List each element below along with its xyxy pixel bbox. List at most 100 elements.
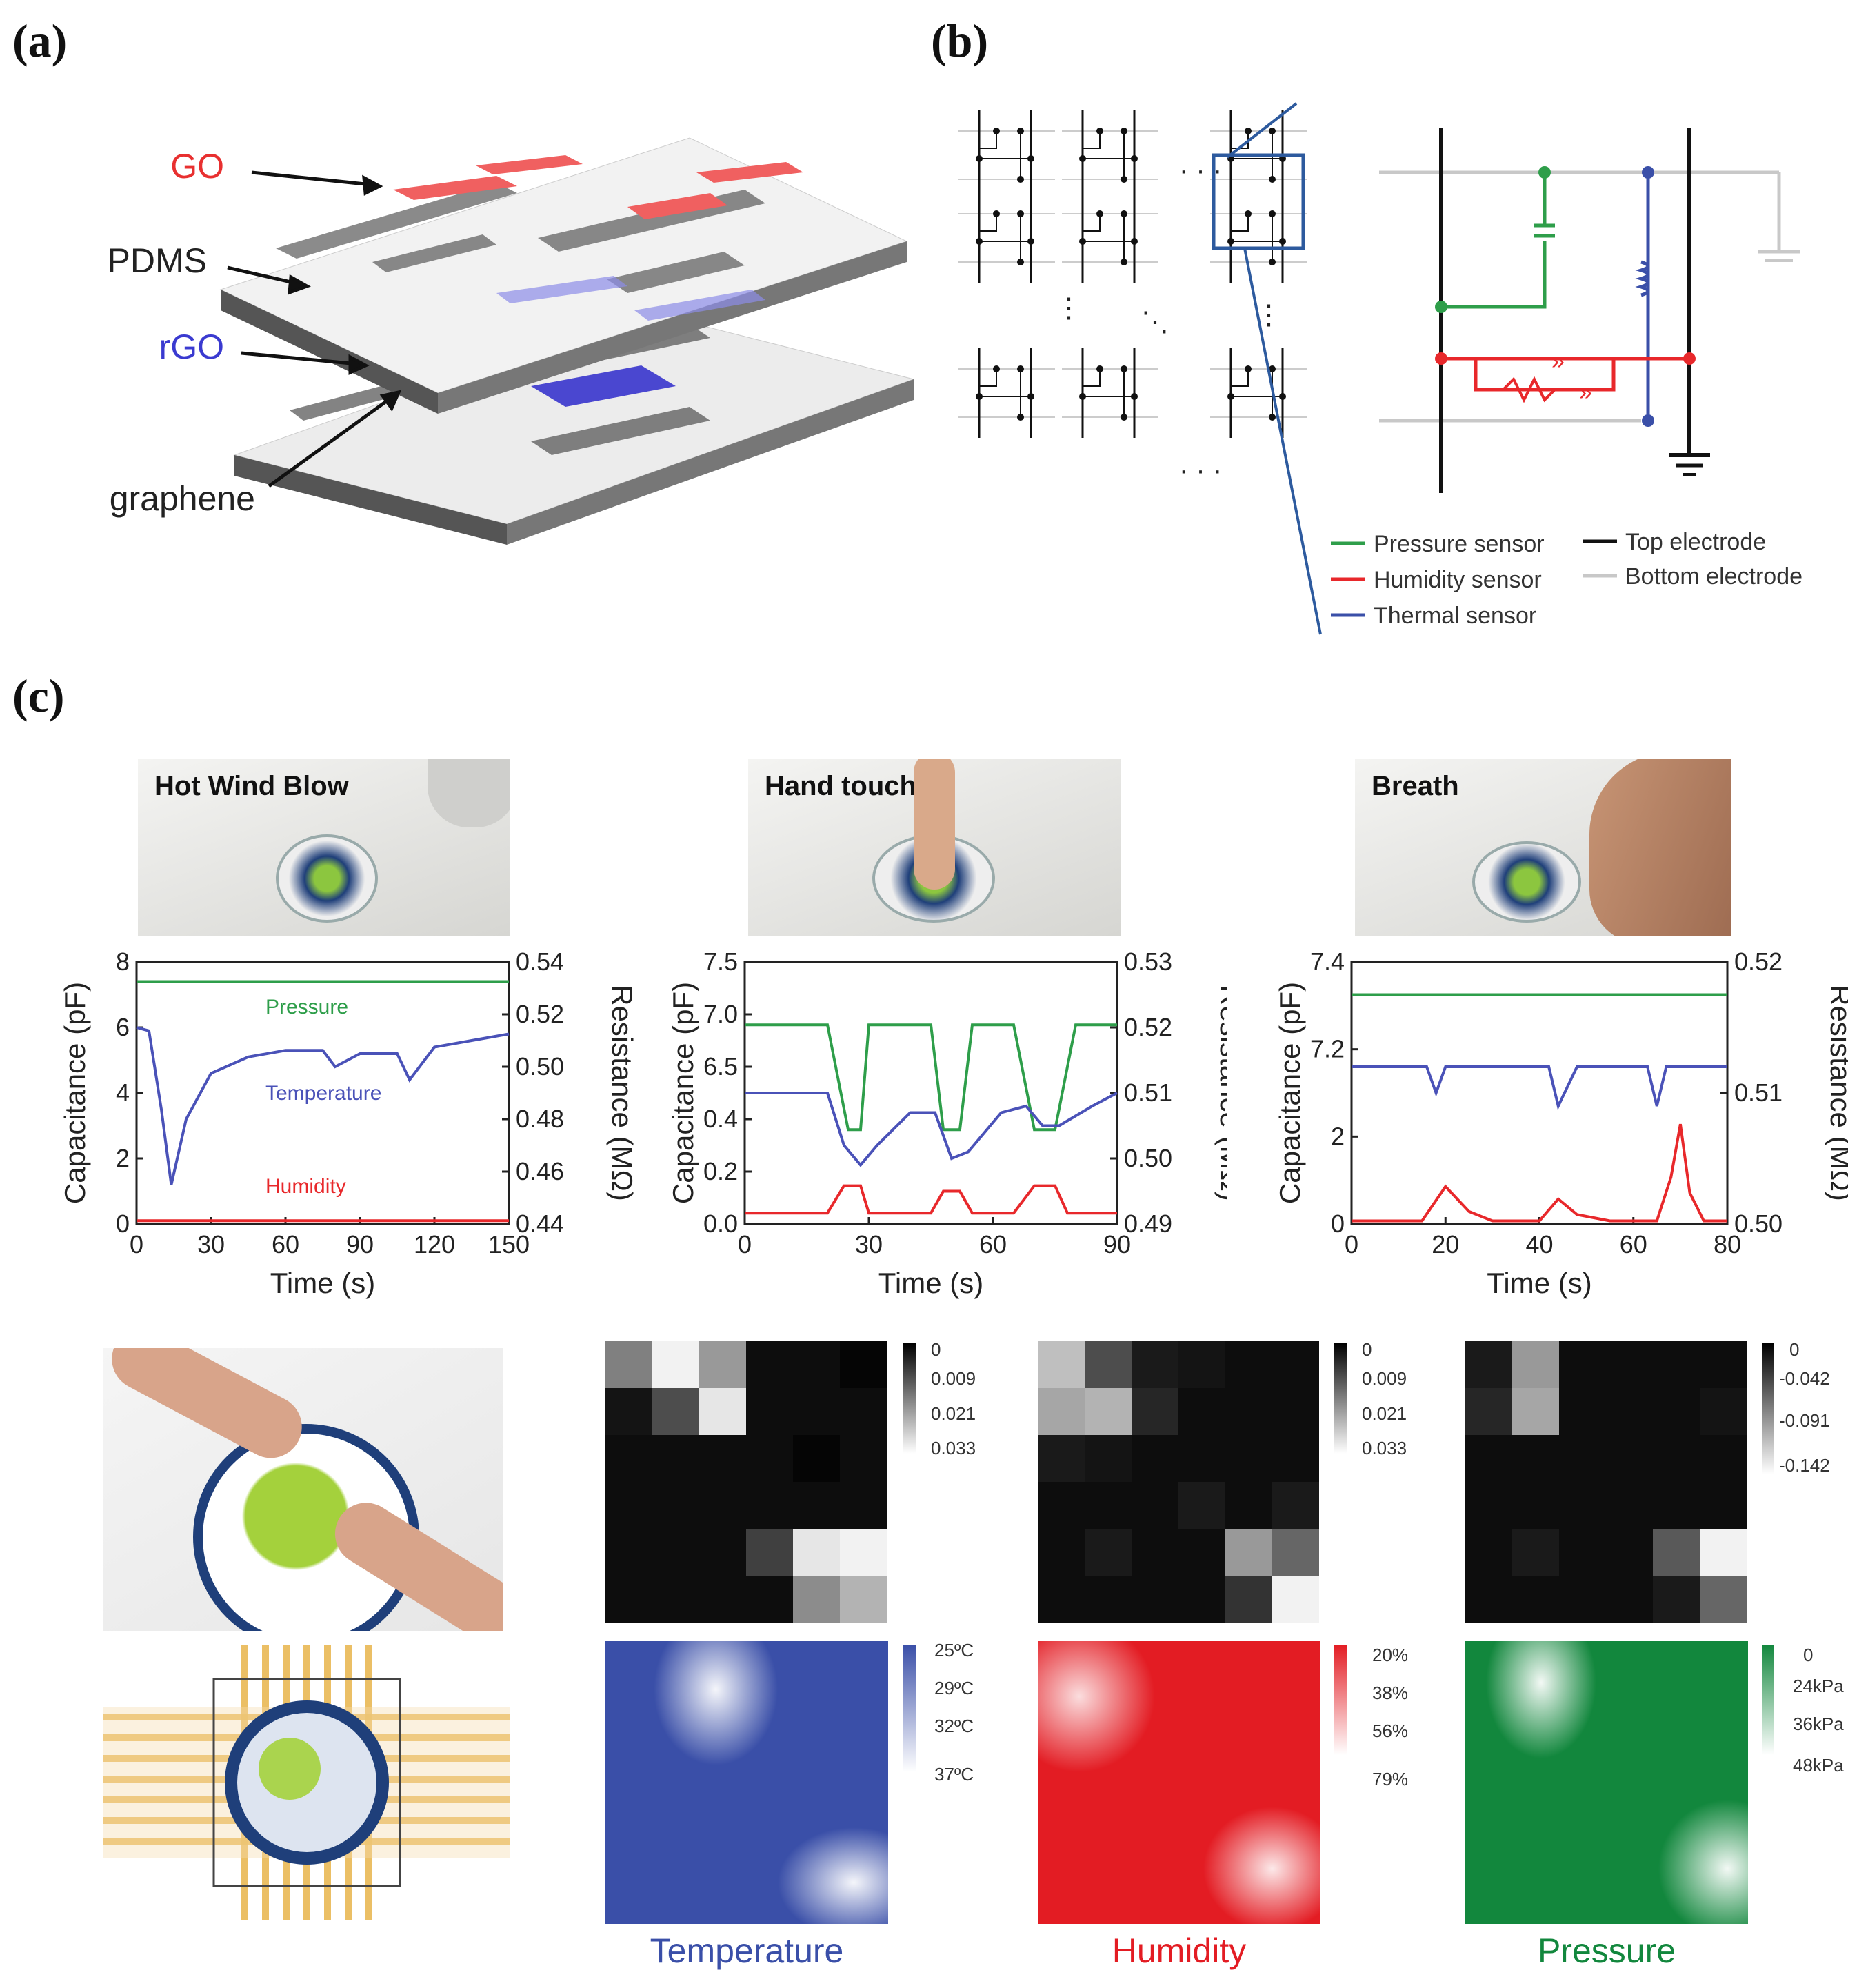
heatmap-cell [1559, 1435, 1606, 1482]
photo-logo-pinch [103, 1348, 503, 1631]
go-blocks [393, 155, 803, 219]
cb-label: 56% [1372, 1720, 1409, 1741]
heatmap-cell [699, 1529, 746, 1576]
heatmap-cell [1512, 1576, 1559, 1623]
cb-label: 0.021 [1362, 1403, 1407, 1424]
y-tick-label: 7.5 [703, 947, 738, 976]
x-tick-label: 60 [272, 1230, 299, 1258]
heatmap-cell [1272, 1341, 1319, 1388]
sensor-cell [958, 193, 1055, 283]
photo-label-touch: Hand touch [765, 771, 916, 801]
heatmap-cell [605, 1341, 652, 1388]
heatmap-cell [699, 1341, 746, 1388]
heatmap-cell [1465, 1529, 1512, 1576]
heatmap-cell [1085, 1435, 1132, 1482]
heatmap-cell [1653, 1388, 1700, 1435]
heatmap-cell [1559, 1341, 1606, 1388]
heatmap-cell [1606, 1576, 1653, 1623]
series-label: Temperature [265, 1082, 381, 1105]
heatmap-cell [1178, 1529, 1225, 1576]
heatmap-cell [1559, 1388, 1606, 1435]
chart-hot-wind: 0 30 60 90 120 150 Time (s) 0 2 4 6 8 0.44 0.46 0.48 0.… [59, 947, 634, 1299]
cb-label: 0 [1789, 1339, 1800, 1360]
heatmap-cell [840, 1529, 887, 1576]
row-ellipsis: · · · [1179, 155, 1222, 185]
heatmap-cell [793, 1482, 840, 1529]
cb-label: 79% [1372, 1769, 1409, 1789]
heatmap-cell [1512, 1388, 1559, 1435]
heatmap-cell [746, 1435, 793, 1482]
panel-label-c: (c) [12, 670, 65, 722]
heatmap-cell [1038, 1341, 1085, 1388]
legend-humidity-sensor: Humidity sensor [1374, 567, 1542, 593]
heatmap-cell [1132, 1576, 1178, 1623]
photo-label-breath: Breath [1372, 771, 1459, 801]
x-tick-label: 80 [1714, 1230, 1741, 1258]
cb-label: 20% [1372, 1645, 1409, 1665]
cb-label: 0.033 [931, 1438, 976, 1458]
heatmap-cell [1225, 1529, 1272, 1576]
heatmap-cell [1225, 1388, 1272, 1435]
x-tick-label: 30 [855, 1230, 883, 1258]
series-line-2 [745, 1184, 1117, 1215]
heatmap-cell [1272, 1435, 1319, 1482]
series-line-1 [1352, 1065, 1727, 1110]
y-tick-label: 0.2 [703, 1157, 738, 1185]
heatmap-cell [1606, 1482, 1653, 1529]
heatmap-cell [1606, 1529, 1653, 1576]
x-tick-label: 40 [1525, 1230, 1553, 1258]
heatmap-cell [793, 1529, 840, 1576]
heatmap-cell [1085, 1482, 1132, 1529]
heatmap-cell [1465, 1388, 1512, 1435]
y-tick-label: 7.4 [1310, 947, 1345, 976]
heatmap-cell [699, 1435, 746, 1482]
zoomed-circuit: » » [1379, 128, 1800, 493]
y2-tick-label: 0.46 [516, 1157, 564, 1185]
circuit-legend: Pressure sensor Humidity sensor Thermal … [1331, 529, 1802, 629]
sensor-cell-array [958, 110, 1307, 438]
heatmap-cell [1559, 1529, 1606, 1576]
x-axis-label: Time (s) [878, 1267, 983, 1299]
logo-sticker [276, 834, 378, 923]
sensor-cell [1210, 348, 1307, 438]
photo-hot-wind-blow: Hot Wind Blow [138, 759, 510, 936]
y2-tick-label: 0.51 [1124, 1078, 1172, 1107]
heatmap-cell [1559, 1482, 1606, 1529]
cb-label: 0 [931, 1339, 941, 1360]
series-line-1 [745, 1092, 1118, 1167]
heatmap-cell [699, 1576, 746, 1623]
heatmap-cell [1132, 1529, 1178, 1576]
heatmap-cell [1653, 1482, 1700, 1529]
heatmap-cell [1606, 1388, 1653, 1435]
heatmap-cell [1085, 1341, 1132, 1388]
legend-pressure-sensor: Pressure sensor [1374, 531, 1545, 557]
y2-tick-label: 0.52 [1124, 1013, 1172, 1041]
map-title-temperature: Temperature [650, 1931, 844, 1970]
heatmap-cell [1512, 1341, 1559, 1388]
sensor-cell [1062, 193, 1158, 283]
svg-text:· · ·: · · · [1179, 455, 1222, 485]
sensor-cell [958, 110, 1055, 200]
x-tick-label: 0 [1345, 1230, 1358, 1258]
x-tick-label: 20 [1432, 1230, 1459, 1258]
photo-hand-touch: Hand touch [748, 759, 1121, 936]
heatmap-cell [605, 1435, 652, 1482]
circuit-array-diagram: · · · · · · ⋮ ⋱ ⋮ » » Pressure sensor [958, 102, 1802, 635]
heatmap-cell [1085, 1388, 1132, 1435]
heatmap-cell [1653, 1529, 1700, 1576]
y2-tick-label: 0.48 [516, 1105, 564, 1133]
heatmap-cell [793, 1576, 840, 1623]
heatmap-cell [652, 1529, 699, 1576]
heatmap-cell [746, 1388, 793, 1435]
heatmap-cell [746, 1529, 793, 1576]
heatmap-cell [746, 1482, 793, 1529]
heatmap-cell [1132, 1435, 1178, 1482]
heatmap-cell [1225, 1435, 1272, 1482]
heatmap-cell [652, 1435, 699, 1482]
heatmap-cell [652, 1482, 699, 1529]
series-label: Humidity [265, 1175, 346, 1198]
heatmap-cell [605, 1529, 652, 1576]
cb-label: -0.142 [1779, 1455, 1830, 1476]
heatmap-cell [840, 1388, 887, 1435]
legend-top-electrode: Top electrode [1625, 529, 1766, 555]
